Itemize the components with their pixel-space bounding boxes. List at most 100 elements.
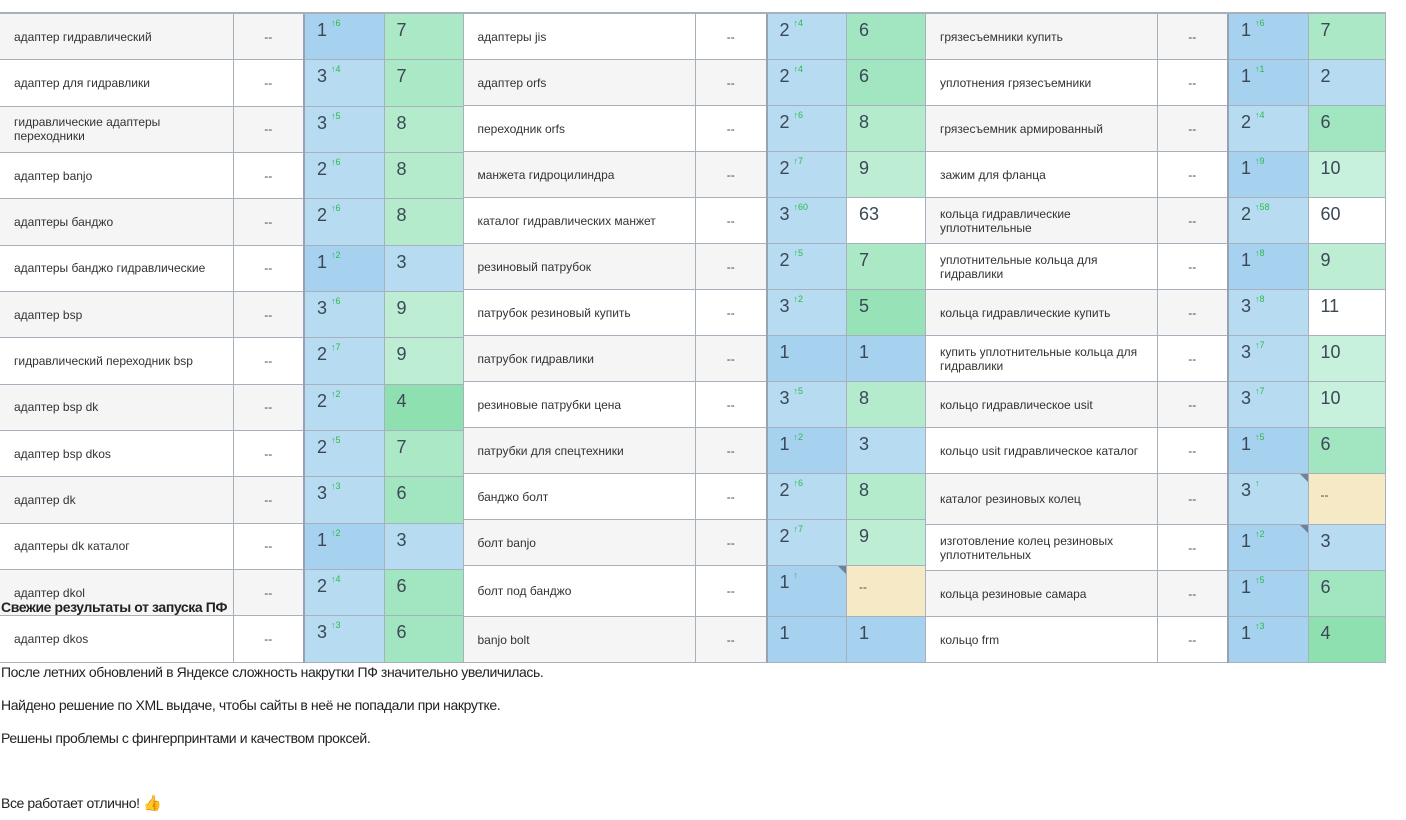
table-row: резиновый патрубок -- 2 ↑5 7: [463, 243, 926, 290]
keyword-cell: патрубок гидравлики: [463, 335, 696, 382]
position-value: 3: [1241, 388, 1252, 408]
keyword-cell: кольца резиновые самара: [926, 570, 1158, 617]
table-row: адаптер dkol -- 2 ↑4 6: [0, 569, 464, 617]
frequency-cell: --: [695, 381, 768, 428]
table-row: манжета гидроцилиндра -- 2 ↑7 9: [463, 151, 926, 198]
frequency-cell: --: [695, 243, 768, 290]
thumbs-up-icon: 👍: [143, 795, 162, 812]
note-corner-icon[interactable]: [1299, 474, 1308, 482]
table-row: резиновые патрубки цена -- 3 ↑5 8: [463, 381, 926, 428]
position-value: 2: [779, 66, 790, 86]
position-cell: 2 ↑58: [1228, 197, 1309, 244]
position-cell: 3 ↑7: [1228, 335, 1309, 382]
table-row: болт banjo -- 2 ↑7 9: [463, 519, 926, 566]
table-row: адаптеры банджо гидравлические -- 1 ↑2 3: [0, 245, 464, 293]
position-value: 2: [779, 158, 790, 178]
frequency-cell: --: [1157, 243, 1229, 290]
position-cell: 2 ↑6: [304, 152, 385, 200]
position-cell: 1 ↑8: [1228, 243, 1309, 290]
position-value: 3: [1241, 296, 1252, 316]
note-corner-icon[interactable]: [1299, 525, 1308, 533]
positions-tables: адаптер гидравлический -- 1 ↑6 7 адаптер для …: [0, 12, 1386, 663]
frequency-cell: --: [233, 569, 305, 617]
frequency-cell: --: [695, 289, 768, 336]
keyword-cell: адаптер banjo: [0, 152, 234, 200]
previous-position-cell: 8: [384, 106, 464, 154]
position-cell: 1 ↑9: [1228, 151, 1309, 198]
keyword-cell: уплотнительные кольца для гидравлики: [926, 243, 1158, 290]
keyword-cell: каталог гидравлических манжет: [463, 197, 696, 244]
position-value: 1: [1241, 20, 1252, 40]
previous-position-cell: 4: [1308, 616, 1386, 663]
position-delta: ↑2: [1255, 529, 1265, 539]
previous-position-cell: 6: [1308, 105, 1386, 152]
frequency-cell: --: [695, 473, 768, 520]
previous-position-cell: 9: [384, 291, 464, 339]
post-title: Свежие результаты от запуска ПФ: [1, 599, 227, 615]
frequency-cell: --: [1157, 427, 1229, 474]
table-row: гидравлический переходник bsp -- 2 ↑7 9: [0, 337, 464, 385]
table-row: адаптер orfs -- 2 ↑4 6: [463, 59, 926, 106]
previous-position-cell: 3: [846, 427, 926, 474]
previous-position-cell: 8: [384, 198, 464, 246]
keyword-cell: переходник orfs: [463, 105, 696, 152]
keyword-cell: адаптер dk: [0, 476, 234, 524]
position-value: 3: [779, 204, 790, 224]
table-row: гидравлические адаптеры переходники -- 3 ↑5…: [0, 106, 464, 154]
keyword-cell: болт banjo: [463, 519, 696, 566]
previous-position-cell: 9: [1308, 243, 1386, 290]
position-value: 1: [779, 572, 790, 592]
frequency-cell: --: [695, 427, 768, 474]
table-row: переходник orfs -- 2 ↑6 8: [463, 105, 926, 152]
keyword-cell: адаптеры банджо гидравлические: [0, 245, 234, 293]
keyword-cell: манжета гидроцилиндра: [463, 151, 696, 198]
position-value: 3: [317, 112, 328, 133]
position-value: 1: [317, 251, 328, 272]
position-value: 1: [1241, 531, 1252, 551]
previous-position-cell: 9: [846, 519, 926, 566]
keyword-cell: патрубки для спецтехники: [463, 427, 696, 474]
position-delta: ↑7: [793, 524, 804, 534]
note-corner-icon[interactable]: [838, 566, 846, 574]
position-value: 2: [779, 112, 790, 132]
previous-position-cell: 7: [846, 243, 926, 290]
table-row: болт под банджо -- 1 ↑ --: [463, 565, 926, 617]
position-delta: ↑4: [331, 64, 341, 75]
frequency-cell: --: [233, 337, 305, 385]
frequency-cell: --: [695, 14, 768, 60]
position-value: 2: [779, 480, 790, 500]
frequency-cell: --: [233, 615, 305, 663]
table-row: адаптер bsp -- 3 ↑6 9: [0, 291, 464, 339]
position-value: 2: [317, 159, 328, 180]
table-row: адаптер гидравлический -- 1 ↑6 7: [0, 14, 464, 61]
frequency-cell: --: [695, 59, 768, 106]
frequency-cell: --: [233, 384, 305, 432]
position-value: 1: [1241, 66, 1252, 86]
position-cell: 2 ↑2: [304, 384, 385, 432]
previous-position-cell: 7: [384, 430, 464, 478]
previous-position-cell: 6: [384, 569, 464, 617]
previous-position-cell: 6: [1308, 427, 1386, 474]
table-row: патрубок гидравлики -- 1 1: [463, 335, 926, 382]
position-cell: 1 ↑5: [1228, 570, 1309, 617]
position-delta: ↑2: [331, 249, 341, 260]
previous-position-cell: 3: [384, 245, 464, 293]
frequency-cell: --: [233, 14, 305, 61]
position-delta: ↑7: [1255, 386, 1265, 396]
position-delta: ↑3: [331, 620, 341, 631]
position-cell: 3 ↑3: [304, 615, 385, 663]
position-delta: ↑5: [331, 110, 341, 121]
keyword-cell: изготовление колец резиновых уплотнитель…: [926, 524, 1158, 571]
table-row: грязесъемник армированный -- 2 ↑4 6: [926, 105, 1386, 152]
position-delta: ↑4: [331, 574, 341, 585]
previous-position-cell: 2: [1308, 59, 1386, 106]
post-paragraph: Найдено решение по XML выдаче, чтобы сай…: [1, 697, 501, 713]
position-value: 2: [779, 20, 790, 40]
keyword-cell: адаптеры dk каталог: [0, 523, 234, 571]
position-delta: ↑5: [793, 248, 804, 258]
previous-position-cell: 10: [1308, 151, 1386, 198]
frequency-cell: --: [1157, 197, 1229, 244]
previous-position-cell: 3: [384, 523, 464, 571]
position-delta: ↑6: [1255, 18, 1265, 28]
keyword-cell: кольцо usit гидравлическое каталог: [926, 427, 1158, 474]
